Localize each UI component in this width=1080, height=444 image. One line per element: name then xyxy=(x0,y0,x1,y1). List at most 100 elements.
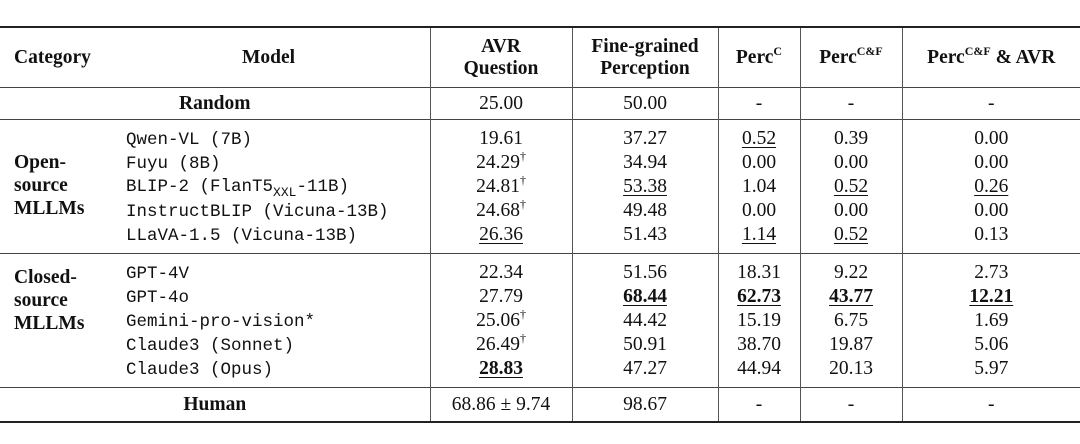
model-name: BLIP-2 (FlanT5XXL-11B) xyxy=(126,177,349,200)
fg-value: 51.56 xyxy=(571,253,718,285)
dagger-mark: † xyxy=(519,197,526,211)
fg-value: 68.44 xyxy=(571,285,718,309)
category-closed-source: Closed- source MLLMs xyxy=(0,266,84,335)
perc-cf-value: 0.00 xyxy=(799,199,902,223)
avr-number: 26.49 xyxy=(476,334,520,355)
avr-value: 24.81† xyxy=(429,173,572,199)
header-perc-cf-sup: C&F xyxy=(856,43,883,58)
perc-c-value: 44.94 xyxy=(717,357,800,388)
fg-value: 34.94 xyxy=(571,151,718,175)
perc-cf-avr-value: 2.73 xyxy=(901,253,1080,285)
perc-cf-avr-value: 0.26 xyxy=(901,175,1080,199)
perc-cf-avr-value: 0.13 xyxy=(901,223,1080,254)
category-line: MLLMs xyxy=(14,313,85,334)
table-row: Claude3 (Opus) 28.83 47.27 44.94 20.13 5… xyxy=(0,357,1080,388)
dagger-mark: † xyxy=(519,331,526,345)
avr-value: 22.34 xyxy=(429,253,572,285)
model-name: LLaVA-1.5 (Vicuna-13B) xyxy=(126,225,358,246)
avr-value: 26.49† xyxy=(429,331,572,357)
avr-value: 28.83 xyxy=(429,357,572,388)
fg-value: 50.91 xyxy=(571,333,718,357)
model-name: Claude3 (Sonnet) xyxy=(126,335,295,356)
perc-cf-value: 0.52 xyxy=(799,175,902,199)
header-perc-cf-avr-text: Perc xyxy=(927,46,965,68)
perc-cf-avr-value: 12.21 xyxy=(901,285,1080,309)
perc-c-value: 0.00 xyxy=(717,151,800,175)
header-perc-cf-avr: PercC&F & AVR xyxy=(901,27,1080,88)
model-name: Gemini-pro-vision* xyxy=(126,311,316,332)
fg-number: 68.44 xyxy=(623,286,667,307)
random-avr: 25.00 xyxy=(429,87,572,120)
perc-c-value: 1.14 xyxy=(717,223,800,254)
header-perc-c-sup: C xyxy=(773,43,783,58)
model-name: GPT-4o xyxy=(126,287,190,308)
model-cell: Open- source MLLMs Qwen-VL (7B) xyxy=(0,120,430,220)
perc-cf-number: 0.52 xyxy=(833,176,869,197)
header-perc-c: PercC xyxy=(717,27,800,88)
results-table-container: Category Model AVR Question Fine-grained… xyxy=(0,26,1080,423)
avr-value: 25.06† xyxy=(429,308,572,333)
perc-cf-value: 19.87 xyxy=(799,333,902,357)
header-fg-line1: Fine-grained xyxy=(591,35,699,57)
header-row: Category Model AVR Question Fine-grained… xyxy=(0,27,1080,88)
model-cell: Closed- source MLLMs GPT-4V xyxy=(0,254,430,335)
header-fine-grained: Fine-grained Perception xyxy=(571,27,718,88)
human-avr: 68.86 ± 9.74 xyxy=(429,387,572,422)
perc-cf-avr-number: 0.26 xyxy=(974,176,1009,197)
category-line: MLLMs xyxy=(14,198,85,219)
model-name: Claude3 (Opus) xyxy=(126,359,274,380)
avr-value: 27.79 xyxy=(429,285,572,309)
fg-value: 47.27 xyxy=(571,357,718,388)
category-line: source xyxy=(14,290,68,311)
human-perc-c: - xyxy=(717,387,800,422)
avr-number: 25.06 xyxy=(476,310,520,331)
perc-c-value: 18.31 xyxy=(717,253,800,285)
perc-cf-value: 9.22 xyxy=(799,253,902,285)
perc-cf-avr-value: 0.00 xyxy=(901,151,1080,175)
avr-number: 26.36 xyxy=(479,224,523,245)
model-name-pre: BLIP-2 (FlanT5 xyxy=(126,177,274,197)
table-row: Open- source MLLMs Qwen-VL (7B) 19.61 37… xyxy=(0,119,1080,220)
header-perc-cf: PercC&F xyxy=(799,27,902,88)
fg-value: 49.48 xyxy=(571,199,718,223)
human-perc-cf: - xyxy=(799,387,902,422)
model-cell: BLIP-2 (FlanT5XXL-11B) xyxy=(0,175,430,200)
header-avr-question: AVR Question xyxy=(429,27,572,88)
header-perc-cf-avr-sup: C&F xyxy=(964,43,991,58)
model-cell: Claude3 (Sonnet) xyxy=(0,333,430,357)
avr-value: 24.29† xyxy=(429,150,572,175)
perc-cf-avr-value: 1.69 xyxy=(901,309,1080,333)
header-cell-category-model: Category Model xyxy=(0,27,430,88)
perc-cf-avr-number: 12.21 xyxy=(969,286,1014,307)
header-perc-cf-text: Perc xyxy=(819,46,857,68)
random-fg: 50.00 xyxy=(571,87,718,120)
fg-number: 53.38 xyxy=(623,176,667,197)
header-fg-line2: Perception xyxy=(600,57,690,79)
model-name-post: -11B) xyxy=(296,177,349,197)
perc-c-number: 1.14 xyxy=(741,224,777,245)
model-cell: Fuyu (8B) xyxy=(0,151,430,175)
perc-c-number: 0.52 xyxy=(741,128,777,149)
table-row: Closed- source MLLMs GPT-4V 22.34 51.56 … xyxy=(0,253,1080,335)
table-row: BLIP-2 (FlanT5XXL-11B) 24.81† 53.38 1.04… xyxy=(0,173,1080,200)
perc-cf-value: 43.77 xyxy=(799,285,902,309)
header-avr-line2: Question xyxy=(463,57,539,79)
model-name-subscript: XXL xyxy=(273,185,297,200)
random-perc-cf-avr: - xyxy=(901,87,1080,120)
random-perc-c: - xyxy=(717,87,800,120)
perc-c-value: 38.70 xyxy=(717,333,800,357)
human-fg: 98.67 xyxy=(571,387,718,422)
fg-value: 53.38 xyxy=(571,175,718,199)
perc-cf-value: 6.75 xyxy=(799,309,902,333)
dagger-mark: † xyxy=(519,173,526,187)
fg-value: 37.27 xyxy=(571,119,718,151)
perc-cf-avr-value: 5.06 xyxy=(901,333,1080,357)
perc-c-value: 1.04 xyxy=(717,175,800,199)
fg-value: 44.42 xyxy=(571,309,718,333)
category-line: source xyxy=(14,175,68,196)
avr-value: 26.36 xyxy=(429,223,572,254)
avr-number: 24.68 xyxy=(476,200,520,221)
random-perc-cf: - xyxy=(799,87,902,120)
perc-cf-number: 0.52 xyxy=(833,224,869,245)
table-row-random: Random 25.00 50.00 - - - xyxy=(0,87,1080,120)
